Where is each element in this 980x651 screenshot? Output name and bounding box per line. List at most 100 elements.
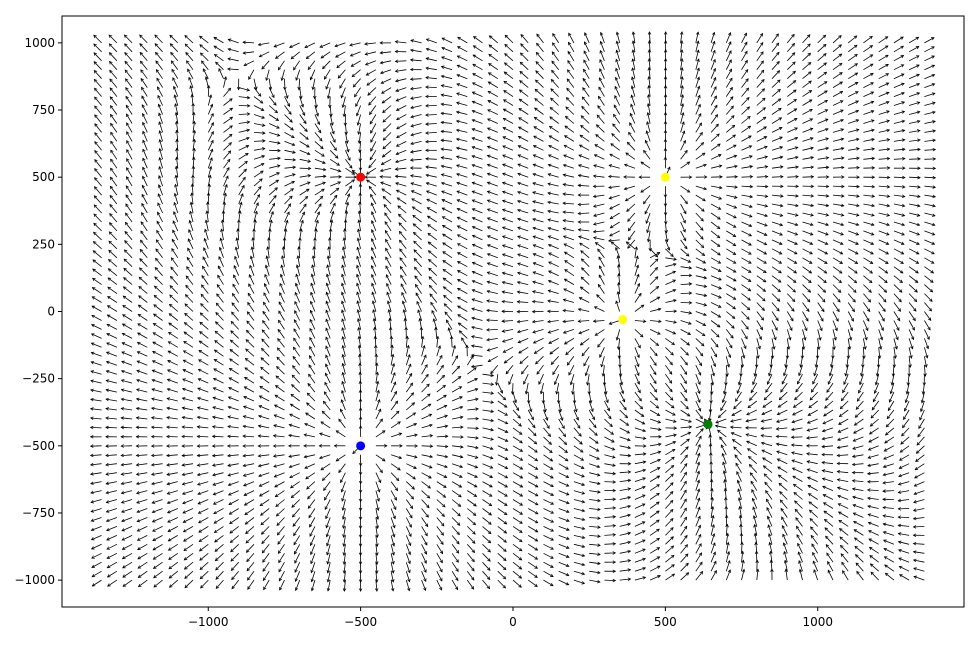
field-arrow <box>405 490 414 500</box>
field-arrow <box>277 535 285 545</box>
field-arrow-head <box>310 560 314 565</box>
field-arrow <box>243 463 255 467</box>
field-arrow-head <box>275 513 280 517</box>
field-arrow <box>840 553 849 563</box>
field-arrow-head <box>504 438 509 442</box>
field-arrow <box>153 579 163 588</box>
field-arrow-head <box>196 453 201 458</box>
field-arrow-head <box>326 551 330 556</box>
field-arrow-head <box>136 500 140 504</box>
field-arrow <box>527 570 538 578</box>
field-arrow-head <box>197 501 202 505</box>
field-arrow-head <box>471 576 475 581</box>
field-arrow <box>137 526 148 532</box>
field-arrow-head <box>262 568 266 572</box>
field-arrow <box>695 534 702 545</box>
field-arrow <box>867 463 879 467</box>
field-arrow <box>406 434 418 438</box>
field-arrow-head <box>783 550 787 555</box>
field-arrow <box>262 570 270 581</box>
field-arrow <box>107 561 118 569</box>
field-arrow <box>168 535 179 542</box>
field-arrow-head <box>303 444 307 448</box>
field-arrow-head <box>565 572 570 577</box>
field-arrow-head <box>673 433 677 437</box>
field-arrow <box>870 563 879 572</box>
field-arrow <box>898 499 910 502</box>
field-arrow-head <box>566 527 570 531</box>
field-arrow-head <box>288 454 292 458</box>
field-arrow-head <box>565 554 570 558</box>
field-arrow-head <box>775 434 780 439</box>
field-arrow-head <box>335 430 340 434</box>
field-arrow-head <box>709 469 714 474</box>
field-arrow-head <box>242 454 246 458</box>
field-arrow <box>619 505 631 509</box>
field-arrow-head <box>883 448 888 452</box>
field-arrow-head <box>776 458 781 462</box>
field-arrow <box>121 535 133 541</box>
field-arrow <box>604 525 616 527</box>
field-arrow <box>90 481 102 485</box>
field-arrow-head <box>729 425 734 429</box>
field-arrow-head <box>358 543 363 548</box>
field-arrow-head <box>518 547 523 552</box>
field-arrow-head <box>795 517 799 521</box>
field-arrow-head <box>840 553 845 557</box>
field-arrow <box>717 429 727 438</box>
field-arrow-head <box>167 528 172 532</box>
field-arrow-head <box>106 564 111 569</box>
field-arrow-head <box>657 442 662 447</box>
field-arrow <box>215 579 224 589</box>
field-arrow <box>273 435 285 438</box>
field-arrow <box>482 490 493 497</box>
field-arrow-head <box>868 538 872 542</box>
field-arrow-head <box>733 446 737 450</box>
field-arrow <box>330 176 342 178</box>
field-arrow-head <box>836 437 841 441</box>
field-arrow-head <box>473 484 478 488</box>
field-arrow <box>841 562 849 572</box>
field-arrow <box>680 454 688 464</box>
field-arrow-head <box>152 547 157 551</box>
field-arrow <box>777 466 788 474</box>
field-arrow <box>91 526 102 531</box>
field-arrow <box>90 499 102 503</box>
field-arrow-head <box>597 516 601 520</box>
field-arrow-head <box>91 555 95 559</box>
field-arrow-head <box>321 477 326 482</box>
field-arrow-head <box>708 443 713 447</box>
field-arrow-head <box>597 490 601 494</box>
field-arrow <box>753 515 758 527</box>
field-arrow-head <box>247 577 251 581</box>
field-arrow <box>213 490 224 495</box>
field-arrow <box>767 516 773 527</box>
field-arrow-head <box>683 516 687 521</box>
field-arrow-head <box>122 583 127 587</box>
field-arrow-head <box>683 498 687 503</box>
field-arrow <box>797 543 803 554</box>
field-arrow <box>794 500 803 509</box>
field-arrow <box>292 508 301 518</box>
field-arrow <box>375 508 379 520</box>
field-arrow-head <box>166 481 171 486</box>
field-arrow <box>467 463 478 468</box>
field-arrow-head <box>581 562 586 567</box>
field-arrow <box>375 553 378 565</box>
field-arrow <box>793 483 803 491</box>
field-arrow-head <box>581 474 585 478</box>
field-arrow-head <box>290 494 295 499</box>
field-arrow <box>405 571 410 582</box>
field-arrow-head <box>697 443 701 448</box>
field-arrow <box>421 445 433 447</box>
field-arrow-head <box>837 503 842 507</box>
field-arrow <box>868 436 879 443</box>
field-arrow <box>739 506 742 518</box>
field-arrow-head <box>459 464 464 469</box>
field-arrow-head <box>374 588 379 592</box>
field-arrow-head <box>851 470 856 475</box>
field-arrow <box>436 553 443 563</box>
field-arrow <box>755 542 758 554</box>
field-arrow-head <box>242 483 247 487</box>
field-arrow-head <box>779 491 783 495</box>
